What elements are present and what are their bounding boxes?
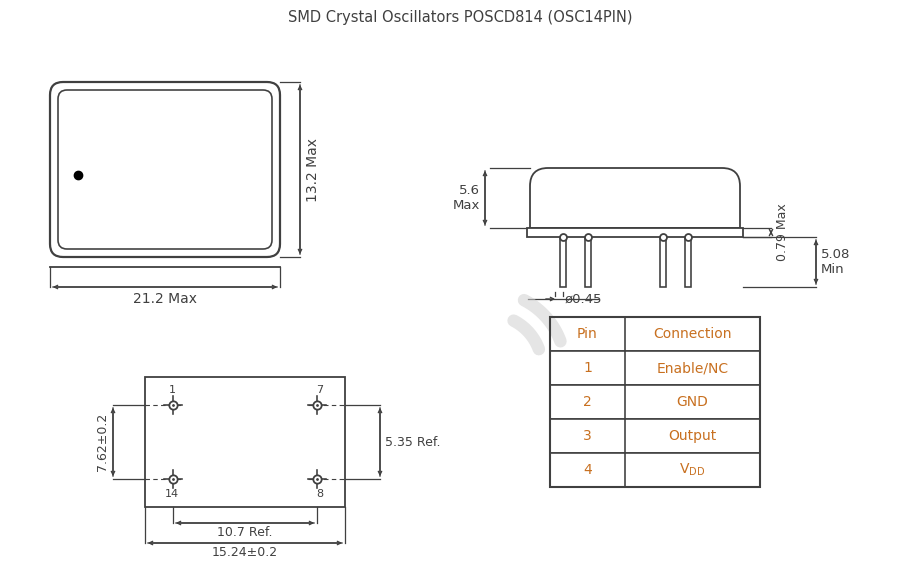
Text: ø0.45: ø0.45 [565,292,603,305]
Bar [550,351,760,385]
Text: 1: 1 [168,385,176,395]
Text: SMD Crystal Oscillators POSCD814 (OSC14PIN): SMD Crystal Oscillators POSCD814 (OSC14P… [288,10,632,25]
Text: Pin: Pin [577,327,598,341]
Text: 0.79 Max: 0.79 Max [776,204,789,261]
Bar [527,228,743,237]
Text: 3: 3 [584,429,592,443]
Bar [685,237,691,287]
Text: 21.2 Max: 21.2 Max [133,292,197,306]
Bar [660,237,666,287]
Text: 5.35 Ref.: 5.35 Ref. [385,436,440,448]
Bar [550,385,760,419]
Text: V$_{\rm DD}$: V$_{\rm DD}$ [679,462,706,478]
Text: 7: 7 [316,385,323,395]
Bar [585,237,591,287]
Text: 5.08
Min: 5.08 Min [821,248,850,276]
Bar [145,377,345,507]
PathPatch shape [530,168,740,228]
Text: 14: 14 [165,489,179,499]
Text: 7.62±0.2: 7.62±0.2 [96,413,109,471]
Text: 4: 4 [584,463,592,477]
FancyBboxPatch shape [58,90,272,249]
Text: 2: 2 [584,395,592,409]
Bar [550,453,760,487]
FancyBboxPatch shape [50,82,280,257]
Text: 13.2 Max: 13.2 Max [306,137,320,201]
Text: GND: GND [676,395,709,409]
Text: 8: 8 [316,489,323,499]
Bar [560,237,566,287]
Bar [550,317,760,351]
Text: 10.7 Ref.: 10.7 Ref. [217,526,273,539]
Text: 5.6
Max: 5.6 Max [453,184,480,212]
Text: Connection: Connection [653,327,732,341]
Bar [550,419,760,453]
Bar [550,317,760,487]
Text: Output: Output [668,429,717,443]
Text: 15.24±0.2: 15.24±0.2 [212,546,278,559]
Text: 1: 1 [583,361,592,375]
Text: Enable/NC: Enable/NC [656,361,729,375]
